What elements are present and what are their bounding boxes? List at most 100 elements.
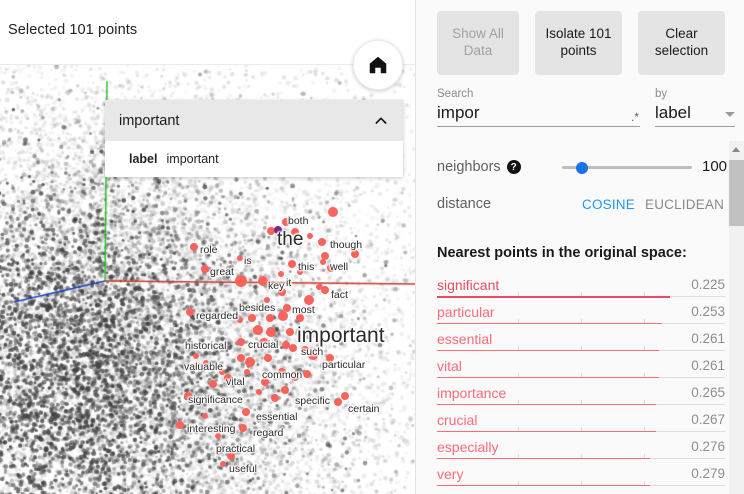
action-button-row: Show All Data Isolate 101 points Clear s… xyxy=(437,11,725,75)
nearest-point-bar-tick xyxy=(517,400,519,405)
nearest-point-distance: 0.279 xyxy=(691,466,725,481)
nearest-point-bar-tick xyxy=(517,373,519,378)
nearest-point-bar-fill xyxy=(437,350,659,351)
search-field[interactable]: .* xyxy=(437,102,640,127)
nearest-point-row-content[interactable]: essential 0.261 xyxy=(437,326,725,351)
nearest-point-bar xyxy=(437,458,725,459)
nearest-point-word: significant xyxy=(437,276,500,293)
nearest-point-row-content[interactable]: especially 0.276 xyxy=(437,434,725,459)
nearest-point-distance: 0.225 xyxy=(691,277,725,292)
search-by-caption: by xyxy=(655,88,668,100)
nearest-point-distance: 0.267 xyxy=(691,412,725,427)
isolate-points-button[interactable]: Isolate 101 points xyxy=(535,11,622,75)
nearest-point-bar-fill xyxy=(437,323,662,324)
nearest-point-row[interactable]: importance 0.265 xyxy=(437,380,725,407)
nearest-point-word: essential xyxy=(437,330,493,347)
point-detail-key: label xyxy=(129,152,158,166)
nearest-point-bar-tick xyxy=(517,346,519,351)
nearest-point-bar-tick xyxy=(581,373,582,378)
nearest-points-title: Nearest points in the original space: xyxy=(437,245,687,261)
nearest-point-bar-tick xyxy=(581,346,582,351)
show-all-data-button[interactable]: Show All Data xyxy=(437,11,519,75)
scrollbar-thumb[interactable] xyxy=(729,160,744,226)
nearest-point-row[interactable]: essential 0.261 xyxy=(437,326,725,353)
distance-euclidean-option[interactable]: EUCLIDEAN xyxy=(645,197,725,212)
nearest-point-bar-tick xyxy=(517,481,519,486)
search-input[interactable] xyxy=(437,103,607,126)
nearest-point-bar-fill xyxy=(437,377,659,378)
nearest-point-bar-tick xyxy=(581,292,582,297)
home-glyph xyxy=(369,56,387,74)
nearest-point-word: vital xyxy=(437,357,462,374)
nearest-point-bar-tick xyxy=(517,292,519,297)
nearest-point-bar xyxy=(437,404,725,405)
nearest-point-row[interactable]: vital 0.261 xyxy=(437,353,725,380)
chevron-down-icon[interactable] xyxy=(725,112,735,117)
nearest-point-bar-tick xyxy=(581,454,582,459)
nearest-point-row-content[interactable]: very 0.279 xyxy=(437,461,725,486)
nearest-point-bar-tick xyxy=(644,400,646,405)
clear-selection-button[interactable]: Clear selection xyxy=(638,11,725,75)
nearest-point-bar-tick xyxy=(517,427,519,432)
nearest-point-row[interactable]: significant 0.225 xyxy=(437,272,725,299)
distance-label: distance xyxy=(437,196,492,212)
point-detail-value: important xyxy=(166,152,219,166)
neighbors-value: 100 xyxy=(702,158,728,175)
neighbors-slider-thumb[interactable] xyxy=(576,161,588,174)
nearest-point-distance: 0.276 xyxy=(691,439,725,454)
neighbors-label: neighbors xyxy=(437,159,501,175)
nearest-point-word: very xyxy=(437,465,464,482)
nearest-point-row[interactable]: crucial 0.267 xyxy=(437,407,725,434)
neighbors-slider-track xyxy=(562,166,692,169)
nearest-point-bar-tick xyxy=(644,427,646,432)
nearest-point-bar-tick xyxy=(581,481,582,486)
nearest-point-row[interactable]: very 0.279 xyxy=(437,461,725,488)
neighbors-slider[interactable] xyxy=(562,161,692,174)
nearest-point-bar-tick xyxy=(644,319,646,324)
search-by-select[interactable]: label xyxy=(655,102,735,127)
search-group: Search .* xyxy=(437,88,640,127)
neighbors-row: neighbors ? 100 xyxy=(437,155,727,179)
point-detail-card[interactable]: important label important xyxy=(105,100,403,177)
inspector-scrollbar[interactable] xyxy=(729,141,744,494)
nearest-point-bar-fill xyxy=(437,485,651,486)
help-icon[interactable]: ? xyxy=(506,160,521,174)
nearest-point-bar-fill xyxy=(437,458,651,459)
selection-count-label: Selected 101 points xyxy=(8,22,138,38)
nearest-point-distance: 0.253 xyxy=(691,304,725,319)
nearest-point-row-content[interactable]: crucial 0.267 xyxy=(437,407,725,432)
nearest-point-bar-tick xyxy=(581,319,582,324)
point-detail-title: important xyxy=(119,112,180,129)
nearest-point-row[interactable]: especially 0.276 xyxy=(437,434,725,461)
selection-header: Selected 101 points xyxy=(0,0,415,65)
nearest-point-row-content[interactable]: significant 0.225 xyxy=(437,272,725,297)
scroll-up-arrow-icon[interactable] xyxy=(732,147,740,152)
home-icon[interactable] xyxy=(353,40,403,90)
inspector-panel: Show All Data Isolate 101 points Clear s… xyxy=(415,0,744,494)
nearest-point-bar xyxy=(437,350,725,351)
chevron-up-icon[interactable] xyxy=(373,113,389,129)
nearest-point-bar-tick xyxy=(517,454,519,459)
nearest-points-list[interactable]: significant 0.225 particular 0.253 essential… xyxy=(437,272,725,494)
nearest-point-word: importance xyxy=(437,384,507,401)
nearest-point-bar-fill xyxy=(437,296,671,298)
nearest-point-word: crucial xyxy=(437,411,478,428)
nearest-point-bar-fill xyxy=(437,431,656,432)
nearest-point-row-content[interactable]: importance 0.265 xyxy=(437,380,725,405)
nearest-point-bar-tick xyxy=(644,292,646,297)
distance-cosine-option[interactable]: COSINE xyxy=(582,197,635,212)
nearest-point-row[interactable]: particular 0.253 xyxy=(437,299,725,326)
nearest-point-word: particular xyxy=(437,303,495,320)
nearest-point-distance: 0.261 xyxy=(691,331,725,346)
nearest-point-bar-fill xyxy=(437,404,656,405)
nearest-point-distance: 0.261 xyxy=(691,358,725,373)
nearest-point-bar xyxy=(437,377,725,378)
nearest-point-row-content[interactable]: vital 0.261 xyxy=(437,353,725,378)
regex-toggle-button[interactable]: .* xyxy=(630,110,639,124)
nearest-point-bar xyxy=(437,296,725,298)
point-detail-card-header[interactable]: important xyxy=(105,100,403,141)
nearest-point-bar-tick xyxy=(517,319,519,324)
nearest-point-distance: 0.265 xyxy=(691,385,725,400)
nearest-point-row-content[interactable]: particular 0.253 xyxy=(437,299,725,324)
